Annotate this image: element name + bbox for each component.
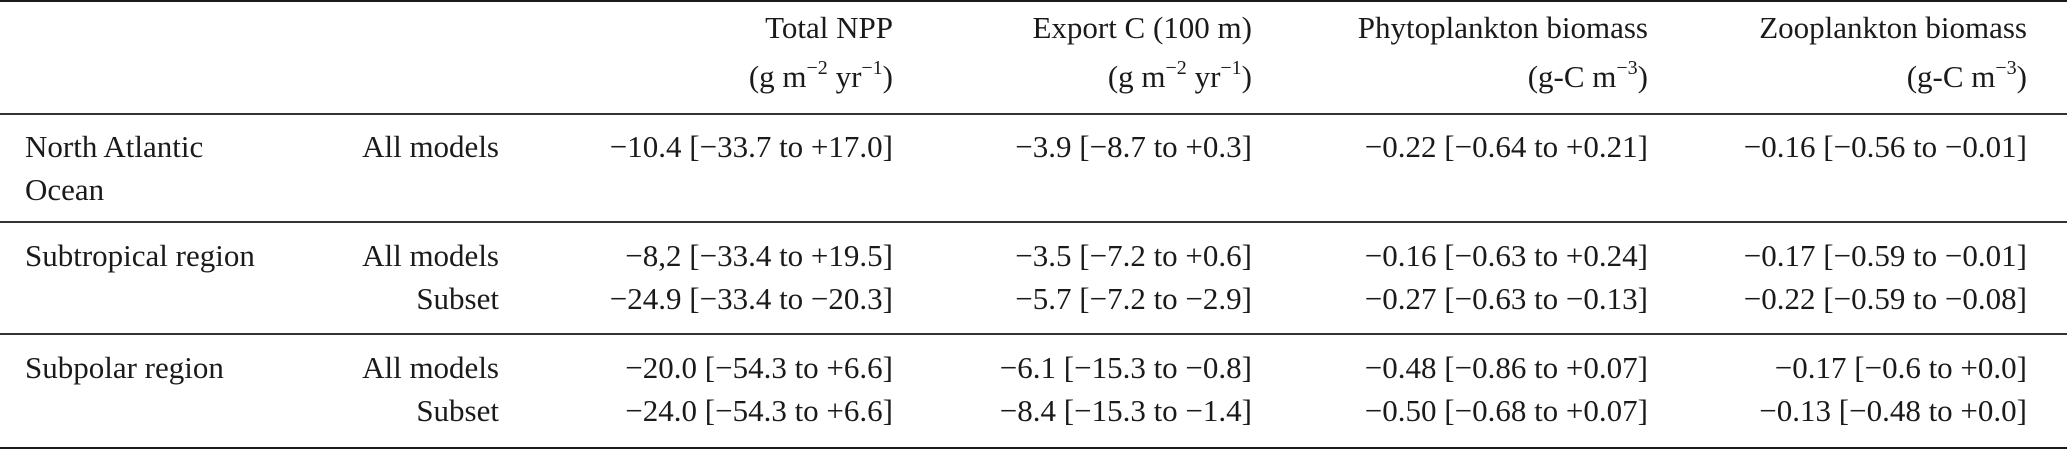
region-label-continued: Ocean: [25, 172, 105, 207]
value-export-c: −3.5 [−7.2 to +0.6]: [1015, 238, 1252, 273]
value-total-npp: −20.0 [−54.3 to +6.6]: [625, 350, 893, 385]
header-rule: [0, 113, 2067, 115]
column-header-export-c: Export C (100 m): [1032, 10, 1252, 45]
model-label: All models: [362, 129, 499, 164]
value-phytoplankton: −0.50 [−0.68 to +0.07]: [1364, 393, 1648, 428]
value-total-npp: −24.9 [−33.4 to −20.3]: [609, 281, 893, 316]
value-zooplankton: −0.22 [−0.59 to −0.08]: [1743, 281, 2027, 316]
model-label: Subset: [416, 393, 499, 428]
value-zooplankton: −0.16 [−0.56 to −0.01]: [1743, 129, 2027, 164]
value-zooplankton: −0.17 [−0.6 to +0.0]: [1774, 350, 2027, 385]
value-zooplankton: −0.13 [−0.48 to +0.0]: [1759, 393, 2027, 428]
column-unit-export-c: (g m−2 yr−1): [1107, 57, 1252, 94]
column-header-phytoplankton: Phytoplankton biomass: [1357, 10, 1648, 45]
model-label: All models: [362, 238, 499, 273]
value-total-npp: −8,2 [−33.4 to +19.5]: [625, 238, 893, 273]
region-label: Subpolar region: [25, 350, 224, 385]
value-phytoplankton: −0.16 [−0.63 to +0.24]: [1364, 238, 1648, 273]
bottom-rule: [0, 447, 2067, 449]
value-export-c: −3.9 [−8.7 to +0.3]: [1015, 129, 1252, 164]
group-rule-2: [0, 333, 2067, 335]
value-export-c: −8.4 [−15.3 to −1.4]: [999, 393, 1252, 428]
region-label: Subtropical region: [25, 238, 255, 273]
region-label: North Atlantic: [25, 129, 204, 164]
value-total-npp: −10.4 [−33.7 to +17.0]: [609, 129, 893, 164]
value-export-c: −6.1 [−15.3 to −0.8]: [999, 350, 1252, 385]
column-header-total-npp: Total NPP: [765, 10, 893, 45]
column-unit-total-npp: (g m−2 yr−1): [748, 57, 893, 94]
value-phytoplankton: −0.27 [−0.63 to −0.13]: [1364, 281, 1648, 316]
group-rule-1: [0, 221, 2067, 223]
column-unit-phytoplankton: (g-C m−3): [1527, 57, 1648, 94]
top-rule: [0, 0, 2067, 2]
model-label: Subset: [416, 281, 499, 316]
value-zooplankton: −0.17 [−0.59 to −0.01]: [1743, 238, 2027, 273]
value-total-npp: −24.0 [−54.3 to +6.6]: [625, 393, 893, 428]
value-phytoplankton: −0.22 [−0.64 to +0.21]: [1364, 129, 1648, 164]
value-export-c: −5.7 [−7.2 to −2.9]: [1015, 281, 1252, 316]
value-phytoplankton: −0.48 [−0.86 to +0.07]: [1364, 350, 1648, 385]
column-header-zooplankton: Zooplankton biomass: [1759, 10, 2027, 45]
model-label: All models: [362, 350, 499, 385]
column-unit-zooplankton: (g-C m−3): [1906, 57, 2027, 94]
